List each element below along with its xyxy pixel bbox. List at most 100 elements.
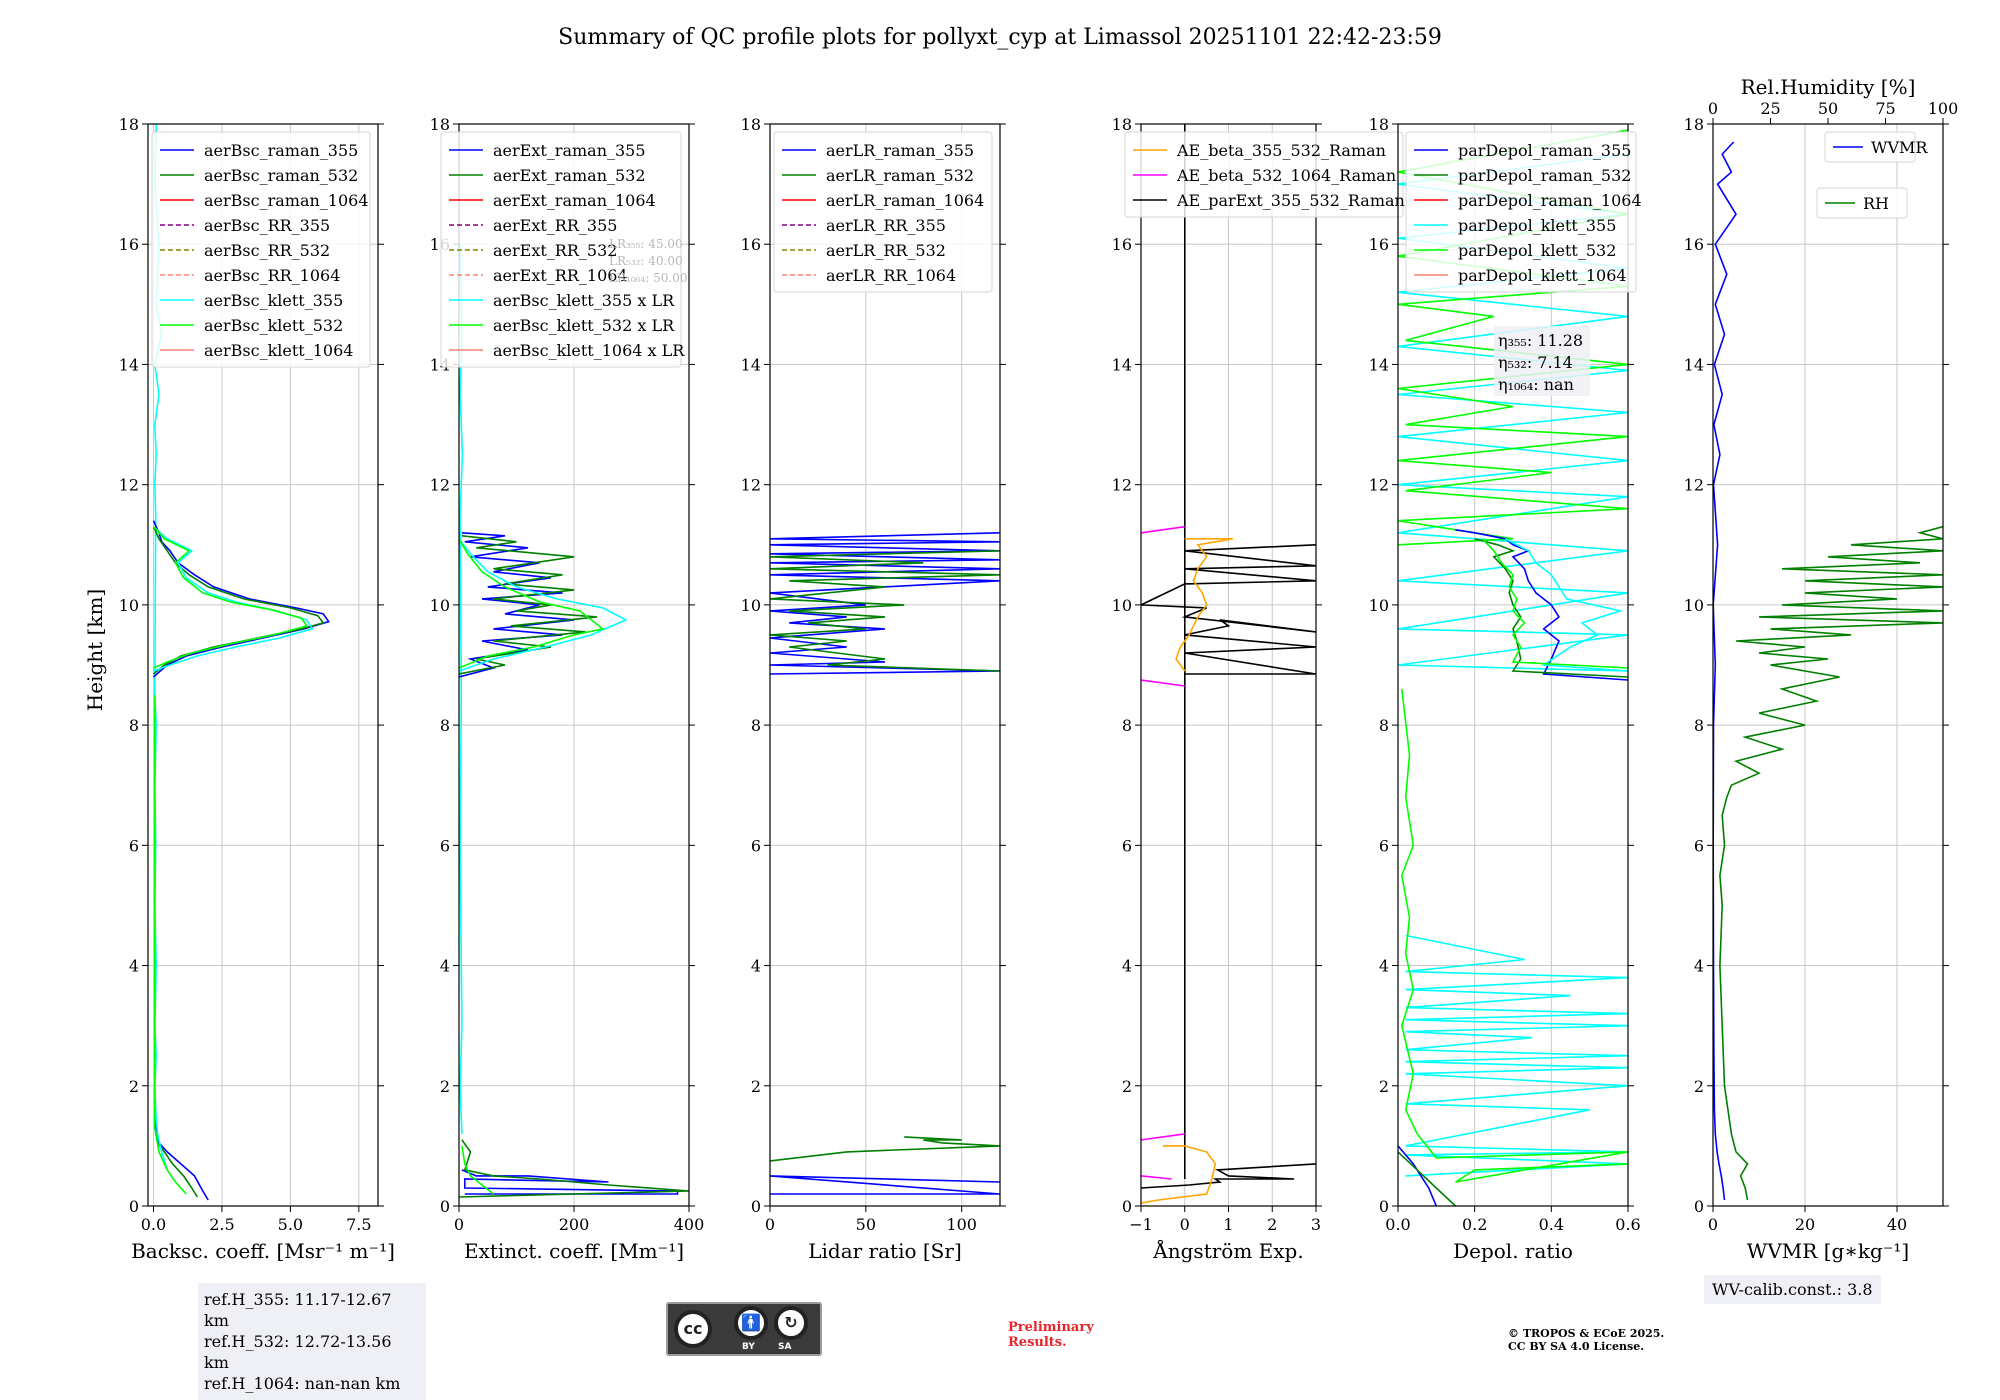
- y-tick-label: 14: [1684, 355, 1704, 374]
- x-tick-label: 0.0: [1385, 1215, 1410, 1234]
- legend-label: aerExt_raman_1064: [493, 191, 656, 210]
- legend-label: AE_beta_355_532_Raman: [1176, 141, 1386, 160]
- legend-WVMR: WVMR: [1824, 131, 1928, 163]
- eta-annotation: η₅₃₂: 7.14: [1498, 353, 1573, 372]
- x-tick-label: 0.0: [141, 1215, 166, 1234]
- y-tick-label: 4: [1694, 957, 1704, 976]
- legend-label: aerLR_RR_355: [826, 216, 946, 235]
- legend-label: parDepol_klett_355: [1458, 216, 1616, 235]
- legend: parDepol_raman_355 parDepol_raman_532 parD…: [1405, 131, 1642, 293]
- series-group: [1713, 141, 1943, 1201]
- legend: aerBsc_raman_355 aerBsc_raman_532 aerBsc_r…: [151, 131, 371, 368]
- y-tick-label: 14: [1112, 355, 1132, 374]
- y-tick-label: 8: [1379, 716, 1389, 735]
- legend-label: parDepol_raman_1064: [1458, 191, 1642, 210]
- y-tick-label: 0: [751, 1197, 761, 1216]
- y-tick-label: 8: [1694, 716, 1704, 735]
- y-tick-label: 18: [1112, 115, 1132, 134]
- series-aerLR_raman_355: [770, 1175, 1000, 1195]
- series-aerBsc_klett_355-cirrus: [152, 526, 314, 672]
- legend-label: aerExt_raman_532: [493, 166, 646, 185]
- series-parDepol_klett_532-low: [1400, 688, 1628, 1183]
- panel-lidar_ratio: 0 2 4 6 8 10 12 14 16 18 0 50 100 Lidar ratio [Sr] aer…: [741, 115, 1006, 1263]
- top-x-tick-label: 0: [1708, 99, 1718, 118]
- series-parDepol_raman_532-low: [1398, 1151, 1457, 1206]
- series-AE_parExt_355_532_Raman-cirrus: [1141, 544, 1316, 675]
- y-tick-label: 10: [1369, 596, 1389, 615]
- y-tick-label: 18: [430, 115, 450, 134]
- y-tick-label: 12: [1684, 476, 1704, 495]
- x-tick-label: 40: [1887, 1215, 1907, 1234]
- legend-label: aerBsc_raman_355: [204, 141, 358, 160]
- legend-box: [1405, 131, 1637, 293]
- x-tick-label: 0.6: [1615, 1215, 1640, 1234]
- series-aerBsc_raman_355-cirrus: [152, 520, 330, 678]
- axes-frame: [769, 123, 1001, 1207]
- y-tick-label: 16: [1112, 235, 1132, 254]
- copyright-line-2: CC BY SA 4.0 License.: [1508, 1340, 1645, 1353]
- y-tick-label: 4: [751, 957, 761, 976]
- legend-label: aerLR_raman_1064: [826, 191, 984, 210]
- legend-label: parDepol_raman_355: [1458, 141, 1631, 160]
- y-tick-label: 4: [1379, 957, 1389, 976]
- series-aerBsc_klett_355-x-LR-cirrus: [459, 538, 628, 672]
- legend: AE_beta_355_532_Raman AE_beta_532_1064_Ra…: [1124, 131, 1405, 218]
- x-tick-label: 0: [1180, 1215, 1190, 1234]
- x-tick-label: 5.0: [278, 1215, 303, 1234]
- y-tick-label: 10: [741, 596, 761, 615]
- series-aerLR_raman_532: [770, 1136, 1000, 1162]
- series-group: [1141, 124, 1316, 1204]
- series-aerLR_raman_532-cirrus: [770, 550, 1000, 672]
- y-tick-label: 2: [751, 1077, 761, 1096]
- legend-label: aerBsc_klett_1064: [204, 341, 353, 360]
- series-aerBsc_klett_532-cirrus: [152, 526, 309, 669]
- legend-label: aerBsc_klett_1064 x LR: [493, 341, 685, 360]
- y-tick-label: 10: [119, 596, 139, 615]
- y-tick-label: 6: [1694, 836, 1704, 855]
- x-tick-label: 0: [765, 1215, 775, 1234]
- legend-label: aerExt_RR_532: [493, 241, 617, 260]
- legend-label: aerLR_RR_1064: [826, 266, 956, 285]
- wv-calibration-box: WV-calib.const.: 3.8: [1704, 1275, 1881, 1304]
- y-tick-label: 4: [1122, 957, 1132, 976]
- x-axis-label: Extinct. coeff. [Mm⁻¹]: [464, 1239, 684, 1263]
- series-parDepol_raman_355-low: [1398, 1145, 1438, 1206]
- y-tick-label: 0: [129, 1197, 139, 1216]
- y-tick-label: 8: [1122, 716, 1132, 735]
- x-tick-label: 200: [559, 1215, 590, 1234]
- series-parDepol_klett_532-cirrus: [1481, 538, 1628, 669]
- y-tick-label: 8: [751, 716, 761, 735]
- legend-label: aerBsc_klett_355: [204, 291, 343, 310]
- axes-frame: [1397, 123, 1629, 1207]
- preliminary-line-2: Results.: [1008, 1335, 1067, 1350]
- y-tick-label: 12: [430, 476, 450, 495]
- legend-label: AE_parExt_355_532_Raman: [1176, 191, 1405, 210]
- y-tick-label: 18: [1369, 115, 1389, 134]
- preliminary-line-1: Preliminary: [1008, 1320, 1094, 1335]
- copyright-line-1: © TROPOS & ECoE 2025.: [1508, 1327, 1665, 1340]
- x-tick-label: 7.5: [346, 1215, 371, 1234]
- by-person-icon: 🚹: [734, 1306, 768, 1340]
- y-tick-label: 16: [1684, 235, 1704, 254]
- x-axis-label: Backsc. coeff. [Msr⁻¹ m⁻¹]: [131, 1239, 395, 1263]
- y-tick-label: 6: [129, 836, 139, 855]
- legend-label: parDepol_raman_532: [1458, 166, 1631, 185]
- legend-label: aerBsc_raman_532: [204, 166, 358, 185]
- y-tick-label: 6: [751, 836, 761, 855]
- svg-text:RH: RH: [1863, 194, 1889, 213]
- ref-height-532: ref.H_532: 12.72-13.56 km: [204, 1332, 392, 1372]
- legend-label: aerBsc_RR_532: [204, 241, 330, 260]
- series-aerBsc_klett_355-x-LR: [459, 244, 464, 1134]
- series-AE_beta_532_1064_Raman-4: [1141, 525, 1185, 534]
- y-tick-label: 10: [1112, 596, 1132, 615]
- legend-box: [1124, 131, 1404, 218]
- legend-label: aerBsc_klett_532 x LR: [493, 316, 675, 335]
- y-tick-label: 4: [129, 957, 139, 976]
- series-aerLR_raman_355-cirrus: [770, 532, 1000, 675]
- reference-height-box: ref.H_355: 11.17-12.67 km ref.H_532: 12.…: [198, 1283, 426, 1400]
- series-WVMR: [1713, 141, 1737, 1201]
- series-parDepol_klett_355-cirrus: [1504, 538, 1628, 672]
- y-tick-label: 12: [741, 476, 761, 495]
- y-tick-label: 18: [741, 115, 761, 134]
